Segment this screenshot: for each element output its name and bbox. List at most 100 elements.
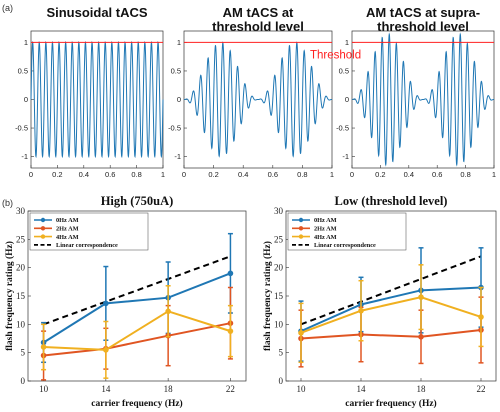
series-linear-correspondence <box>300 255 482 326</box>
y-tick-label: -0.5 <box>15 124 28 133</box>
series-line <box>300 329 482 340</box>
x-axis-label: carrier frequency (Hz) <box>345 398 436 409</box>
x-tick-label: 0.6 <box>105 170 115 179</box>
series-4hz-am <box>298 264 484 364</box>
legend-item: 2Hz AM <box>292 226 337 233</box>
series-line <box>300 286 482 333</box>
panel-label-b: (b) <box>2 198 13 208</box>
x-tick-label: 0.2 <box>375 170 385 179</box>
rating-panel-2: Low (threshold level) 10 14 18 22 0 5 10 15 20 25 3… <box>262 194 497 409</box>
legend-swatch-marker <box>40 226 46 231</box>
x-tick-label: 0.4 <box>79 170 89 179</box>
legend-label: 0Hz AM <box>56 217 79 224</box>
panel-title: High (750uA) <box>101 194 174 208</box>
y-axis-label: flash frequency rating (Hz) <box>262 241 273 351</box>
x-tick-label: 0.6 <box>432 170 442 179</box>
x-tick-label: 1 <box>492 170 496 179</box>
x-tick-label: 10 <box>297 384 307 394</box>
y-tick-label: 30 <box>274 206 284 216</box>
x-tick-label: 18 <box>417 384 427 394</box>
legend-swatch-marker <box>298 234 304 239</box>
rating-panel-1: High (750uA) 10 14 18 22 0 5 10 15 20 25 30 carrier … <box>4 194 247 409</box>
y-tick-label: 15 <box>16 291 26 301</box>
legend-label: 2Hz AM <box>56 226 79 233</box>
data-point <box>418 334 424 340</box>
y-tick-label: 0.5 <box>339 66 349 75</box>
legend-item: 2Hz AM <box>34 226 79 233</box>
series-line <box>43 310 231 351</box>
waveform-line <box>30 40 164 159</box>
y-tick-label: 0 <box>24 95 28 104</box>
x-tick-label: 0.4 <box>238 170 248 179</box>
series-linear-correspondence <box>43 255 231 326</box>
y-tick-label: 5 <box>21 348 26 358</box>
panel-title: AM tACS at supra-threshold level <box>366 5 480 34</box>
x-tick-label: 14 <box>357 384 367 394</box>
threshold-annotation: Threshold <box>310 49 361 61</box>
x-tick-label: 22 <box>226 384 235 394</box>
x-tick-label: 1 <box>161 170 165 179</box>
legend-item: 0Hz AM <box>292 217 337 224</box>
legend-label: 4Hz AM <box>56 234 79 241</box>
y-tick-label: 10 <box>16 319 26 329</box>
x-tick-label: 0 <box>29 170 33 179</box>
x-tick-label: 0.2 <box>208 170 218 179</box>
rating-panels: High (750uA) 10 14 18 22 0 5 10 15 20 25 30 carrier … <box>4 194 497 409</box>
y-tick-label: 1 <box>345 38 349 47</box>
legend-item: Linear correspondence <box>292 242 376 249</box>
y-tick-label: 25 <box>274 234 284 244</box>
panel-title-line: threshold level <box>377 19 469 34</box>
data-point <box>418 294 424 300</box>
x-axis-label: carrier frequency (Hz) <box>91 398 182 409</box>
y-tick-label: 1 <box>24 38 28 47</box>
x-tick-label: 0.4 <box>404 170 414 179</box>
series-4hz-am <box>40 285 234 379</box>
y-tick-label: 25 <box>16 234 26 244</box>
legend-item: 0Hz AM <box>34 217 79 224</box>
legend-item: 4Hz AM <box>292 234 337 241</box>
waveform-panels: Sinusoidal tACS 0 0.2 0.4 0.6 0.8 1 -1 -0.5 0 0.5 1… <box>15 5 496 179</box>
x-tick-label: 1 <box>330 170 334 179</box>
series-line <box>300 296 482 334</box>
waveform-panel-3: AM tACS at supra-threshold level 0 0.2 0.4 0… <box>336 5 496 179</box>
legend-item: 4Hz AM <box>34 234 79 241</box>
y-tick-label: -1 <box>342 152 349 161</box>
x-tick-label: 0 <box>182 170 186 179</box>
data-point <box>40 344 47 350</box>
legend-swatch-marker <box>40 217 46 223</box>
x-tick-label: 14 <box>101 384 111 394</box>
data-point <box>298 330 304 336</box>
series-2hz-am <box>298 296 484 368</box>
y-tick-label: 0 <box>21 376 26 386</box>
panel-title: Low (threshold level) <box>335 194 448 208</box>
x-tick-label: 0.8 <box>460 170 470 179</box>
legend-label: 0Hz AM <box>314 217 337 224</box>
legend-item: Linear correspondence <box>34 242 118 249</box>
data-point <box>227 270 234 277</box>
y-tick-label: 15 <box>274 291 284 301</box>
panel-title-line: threshold level <box>212 19 304 34</box>
y-tick-label: 20 <box>16 263 26 273</box>
y-tick-label: 0.5 <box>18 66 28 75</box>
y-tick-label: 0 <box>177 95 181 104</box>
y-tick-label: -0.5 <box>336 124 349 133</box>
data-point <box>478 314 484 320</box>
x-tick-label: 22 <box>477 384 486 394</box>
y-tick-label: 10 <box>274 319 284 329</box>
y-tick-label: 0 <box>279 376 284 386</box>
data-point <box>103 347 109 353</box>
y-tick-label: -1 <box>21 152 28 161</box>
x-tick-label: 0.8 <box>297 170 307 179</box>
y-tick-label: 0.5 <box>171 66 181 75</box>
y-tick-label: 30 <box>16 206 26 216</box>
panel-title-line: AM tACS at <box>223 5 294 20</box>
panel-title-line: AM tACS at supra- <box>366 5 480 20</box>
linear-correspondence-line <box>43 255 231 326</box>
x-tick-label: 0.8 <box>131 170 141 179</box>
y-tick-label: 5 <box>279 348 284 358</box>
x-tick-label: 18 <box>164 384 174 394</box>
legend-label: 2Hz AM <box>314 226 337 233</box>
